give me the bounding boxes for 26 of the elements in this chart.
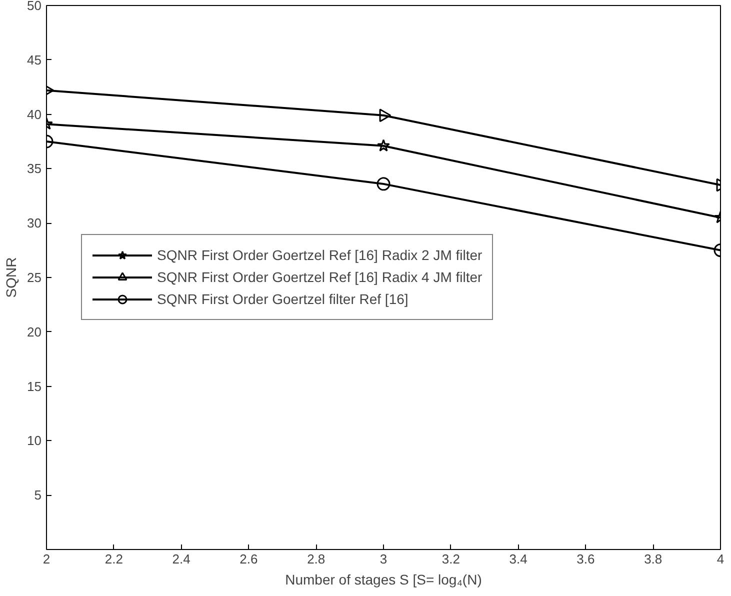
y-tick-label: 50 [27,0,42,13]
x-tick-label: 3.6 [576,552,595,566]
x-axis-title: Number of stages S [S= log₄(N) [285,572,482,588]
y-axis-title: SQNR [3,257,20,298]
x-tick-label: 2.8 [307,552,326,566]
y-tick-label: 5 [34,488,42,503]
x-tick-label: 3.4 [509,552,528,566]
x-tick-label: 2.6 [240,552,258,566]
x-tick-label: 2.4 [172,552,190,566]
legend-label: SQNR First Order Goertzel Ref [16] Radix 2 JM filter [157,247,482,263]
x-tick-label: 3.2 [442,552,460,566]
x-tick-label: 3 [380,552,388,566]
y-tick-label: 10 [27,433,42,448]
x-tick-label: 3.8 [644,552,662,566]
y-tick-label: 30 [27,216,42,231]
y-tick-label: 25 [27,270,42,285]
legend-label: SQNR First Order Goertzel filter Ref [16] [157,291,408,307]
y-tick-label: 20 [27,324,42,340]
y-tick-label: 40 [27,106,42,122]
legend-label: SQNR First Order Goertzel Ref [16] Radix 4 JM filter [157,269,482,285]
x-tick-label: 4 [716,552,724,566]
y-tick-label: 35 [27,161,42,176]
y-tick-label: 15 [27,378,42,394]
x-tick-label: 2 [42,552,50,566]
x-tick-label: 2.2 [104,552,123,566]
y-tick-label: 45 [27,52,42,68]
